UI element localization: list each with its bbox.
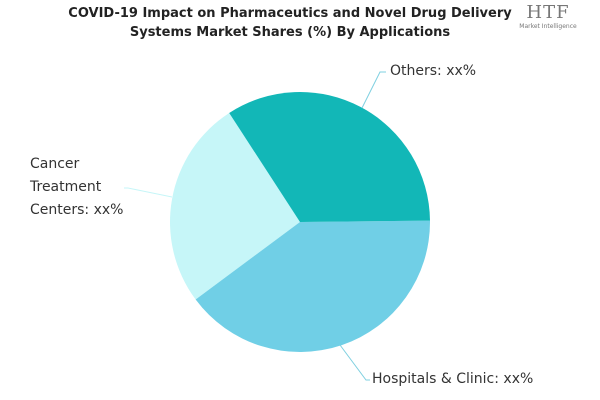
logo-tagline: Market Intelligence	[519, 23, 577, 30]
slice-label: Others: xx%	[390, 63, 477, 79]
pie-slice	[170, 112, 300, 300]
leader-line	[124, 187, 173, 198]
leader-line	[361, 71, 386, 109]
chart-title: COVID-19 Impact on Pharmaceutics and Nov…	[68, 6, 512, 40]
pie-slice	[195, 220, 430, 352]
logo: HTF Market Intelligence	[508, 2, 588, 30]
logo-name: HTF	[526, 2, 570, 23]
pie-slice	[229, 91, 430, 222]
slice-label: Hospitals & Clinic: xx%	[372, 371, 534, 387]
slice-label: Cancer Treatment Centers: xx%	[30, 156, 124, 218]
leader-line	[339, 344, 370, 381]
